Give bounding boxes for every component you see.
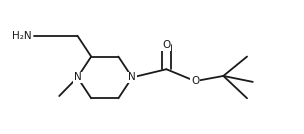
Text: N: N bbox=[128, 72, 136, 82]
Text: O: O bbox=[162, 40, 171, 50]
Text: O: O bbox=[191, 76, 199, 86]
Text: H₂N: H₂N bbox=[12, 31, 32, 41]
Text: N: N bbox=[74, 72, 81, 82]
